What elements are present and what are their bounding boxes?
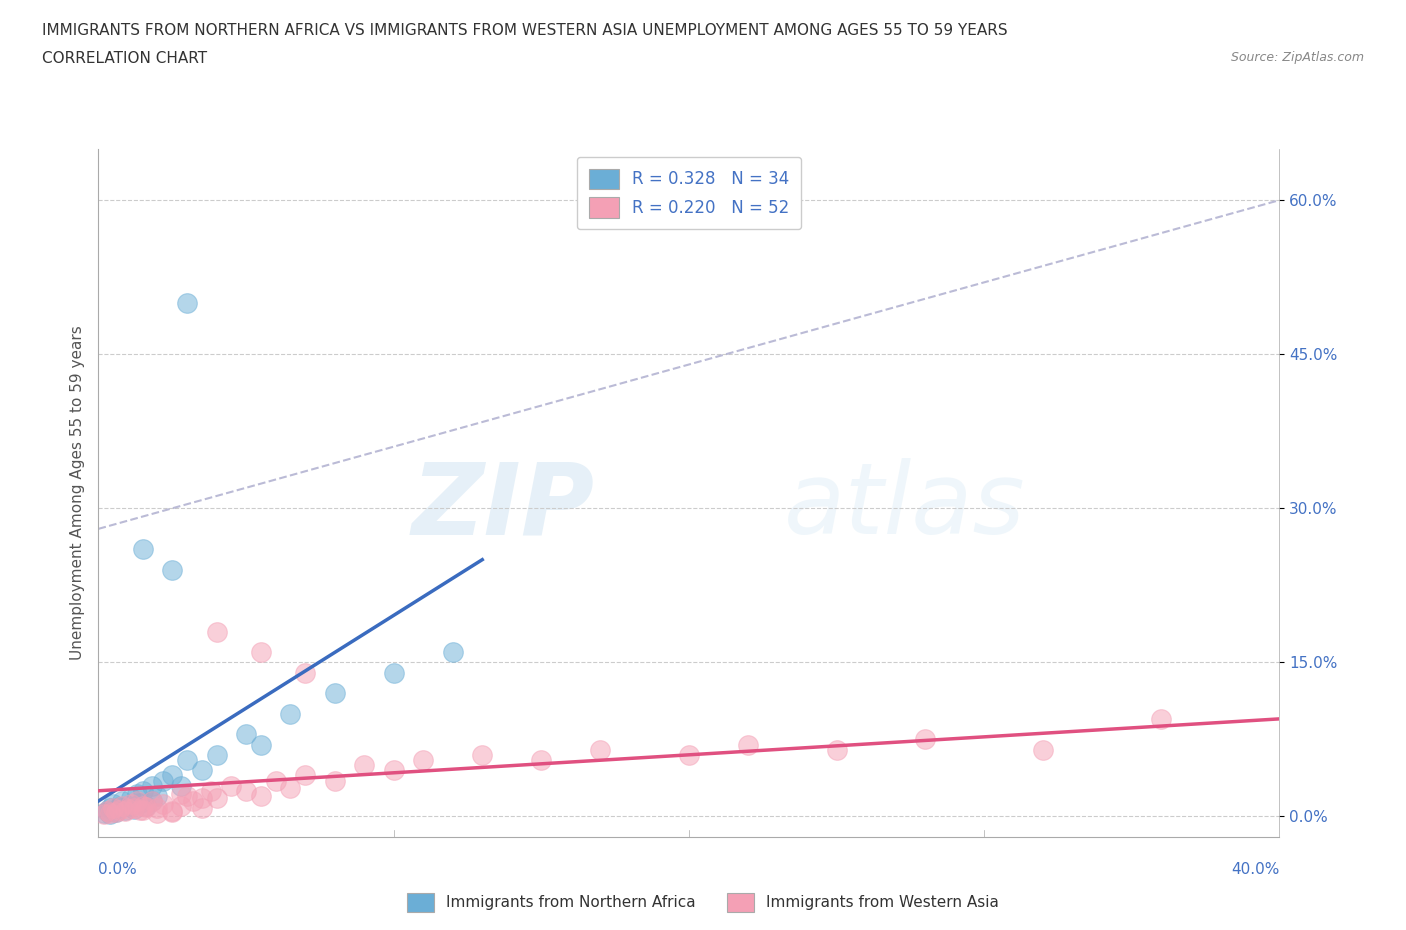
Y-axis label: Unemployment Among Ages 55 to 59 years: Unemployment Among Ages 55 to 59 years bbox=[69, 326, 84, 660]
Point bbox=[162, 563, 183, 578]
Point bbox=[132, 542, 155, 557]
Point bbox=[176, 789, 198, 804]
Point bbox=[141, 778, 163, 793]
Point bbox=[117, 802, 139, 817]
Point bbox=[141, 793, 163, 808]
Point bbox=[471, 748, 494, 763]
Point bbox=[162, 768, 183, 783]
Point bbox=[162, 804, 183, 819]
Point bbox=[914, 732, 936, 747]
Point bbox=[117, 799, 139, 814]
Point bbox=[382, 763, 405, 777]
Point bbox=[105, 804, 128, 819]
Point bbox=[678, 748, 700, 763]
Point bbox=[170, 799, 193, 814]
Point bbox=[235, 783, 257, 798]
Point bbox=[235, 727, 257, 742]
Point bbox=[589, 742, 612, 757]
Point bbox=[98, 806, 121, 821]
Point bbox=[146, 801, 169, 816]
Point bbox=[111, 799, 134, 814]
Point bbox=[181, 793, 204, 808]
Point bbox=[128, 803, 150, 817]
Point bbox=[1150, 711, 1173, 726]
Point bbox=[264, 773, 287, 788]
Point bbox=[111, 793, 134, 808]
Point bbox=[191, 763, 214, 777]
Point bbox=[219, 778, 243, 793]
Point bbox=[114, 803, 136, 817]
Text: 40.0%: 40.0% bbox=[1232, 862, 1279, 877]
Point bbox=[176, 752, 198, 767]
Point bbox=[1032, 742, 1054, 757]
Point bbox=[205, 790, 228, 805]
Point bbox=[122, 802, 145, 817]
Point bbox=[294, 665, 316, 680]
Legend: Immigrants from Northern Africa, Immigrants from Western Asia: Immigrants from Northern Africa, Immigra… bbox=[401, 887, 1005, 918]
Point bbox=[530, 752, 553, 767]
Point bbox=[120, 797, 142, 812]
Point bbox=[200, 783, 222, 798]
Point bbox=[132, 799, 155, 814]
Point bbox=[125, 793, 148, 808]
Point bbox=[105, 804, 128, 819]
Text: atlas: atlas bbox=[783, 458, 1025, 555]
Text: ZIP: ZIP bbox=[412, 458, 595, 555]
Point bbox=[737, 737, 759, 752]
Point bbox=[128, 796, 150, 811]
Point bbox=[125, 787, 148, 802]
Point bbox=[162, 804, 183, 818]
Point bbox=[98, 807, 121, 822]
Point bbox=[176, 296, 198, 311]
Point bbox=[353, 758, 375, 773]
Point bbox=[205, 748, 228, 763]
Point bbox=[120, 790, 142, 805]
Point bbox=[103, 801, 125, 816]
Point bbox=[132, 803, 155, 817]
Point bbox=[108, 800, 131, 815]
Point bbox=[278, 706, 302, 721]
Point bbox=[205, 624, 228, 639]
Point bbox=[93, 806, 115, 821]
Point bbox=[278, 780, 302, 795]
Point bbox=[152, 773, 174, 788]
Point bbox=[103, 797, 125, 812]
Point bbox=[132, 783, 155, 798]
Point bbox=[170, 787, 193, 802]
Point bbox=[122, 801, 145, 816]
Point bbox=[441, 644, 464, 659]
Point bbox=[825, 742, 848, 757]
Point bbox=[250, 789, 273, 804]
Point bbox=[141, 793, 163, 808]
Point bbox=[114, 804, 136, 818]
Point bbox=[96, 804, 118, 818]
Text: Source: ZipAtlas.com: Source: ZipAtlas.com bbox=[1230, 51, 1364, 64]
Text: 0.0%: 0.0% bbox=[98, 862, 138, 877]
Point bbox=[93, 807, 115, 822]
Point bbox=[108, 803, 131, 817]
Point bbox=[135, 800, 157, 815]
Point bbox=[191, 790, 214, 805]
Point bbox=[146, 806, 169, 821]
Point bbox=[382, 665, 405, 680]
Point bbox=[135, 799, 157, 814]
Text: CORRELATION CHART: CORRELATION CHART bbox=[42, 51, 207, 66]
Point bbox=[323, 685, 346, 700]
Point bbox=[152, 797, 174, 812]
Point bbox=[323, 773, 346, 788]
Point bbox=[250, 737, 273, 752]
Point bbox=[191, 801, 214, 816]
Text: IMMIGRANTS FROM NORTHERN AFRICA VS IMMIGRANTS FROM WESTERN ASIA UNEMPLOYMENT AMO: IMMIGRANTS FROM NORTHERN AFRICA VS IMMIG… bbox=[42, 23, 1008, 38]
Point bbox=[170, 778, 193, 793]
Legend: R = 0.328   N = 34, R = 0.220   N = 52: R = 0.328 N = 34, R = 0.220 N = 52 bbox=[576, 157, 801, 230]
Point bbox=[96, 804, 118, 818]
Point bbox=[412, 752, 434, 767]
Point bbox=[146, 789, 169, 804]
Point bbox=[250, 644, 273, 659]
Point bbox=[98, 801, 121, 816]
Point bbox=[294, 768, 316, 783]
